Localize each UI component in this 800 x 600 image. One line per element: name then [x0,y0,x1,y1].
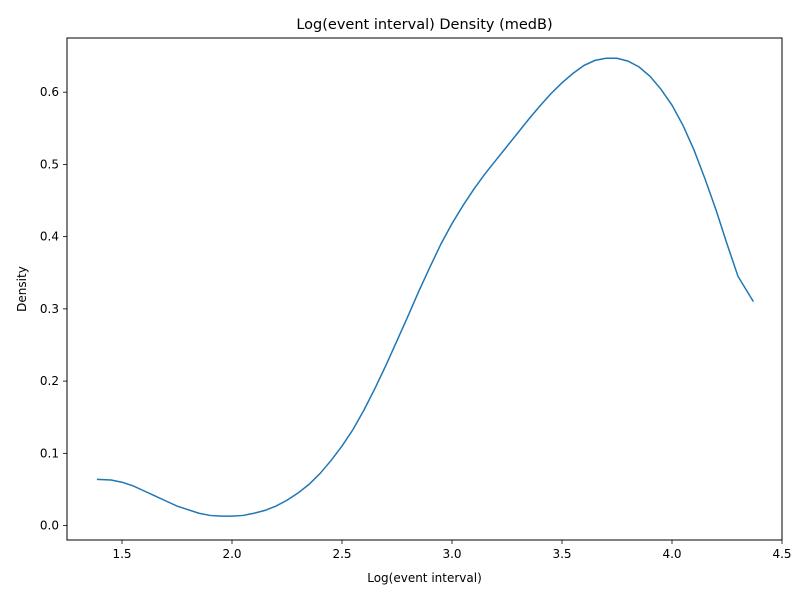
x-axis-ticks: 1.5 2.0 2.5 3.0 3.5 4.0 4.5 [112,540,792,561]
y-axis-label: Density [15,266,29,312]
x-tick-label: 4.0 [662,547,681,561]
y-tick-label: 0.6 [40,85,59,99]
x-tick-label: 2.0 [222,547,241,561]
y-tick-label: 0.0 [40,519,59,533]
plot-area [66,37,783,541]
y-tick-label: 0.4 [40,230,59,244]
y-tick-label: 0.5 [40,157,59,171]
x-tick-label: 3.5 [552,547,571,561]
x-tick-label: 3.0 [442,547,461,561]
x-tick-label: 1.5 [112,547,131,561]
y-axis-ticks: 0.0 0.1 0.2 0.3 0.4 0.5 0.6 [40,85,67,533]
x-tick-label: 4.5 [772,547,791,561]
x-tick-label: 2.5 [332,547,351,561]
y-tick-label: 0.3 [40,302,59,316]
y-tick-label: 0.2 [40,374,59,388]
x-axis-label: Log(event interval) [367,571,482,585]
y-tick-label: 0.1 [40,446,59,460]
axes-frame [66,37,783,541]
chart-title: Log(event interval) Density (medB) [296,17,552,33]
density-line [96,57,755,517]
